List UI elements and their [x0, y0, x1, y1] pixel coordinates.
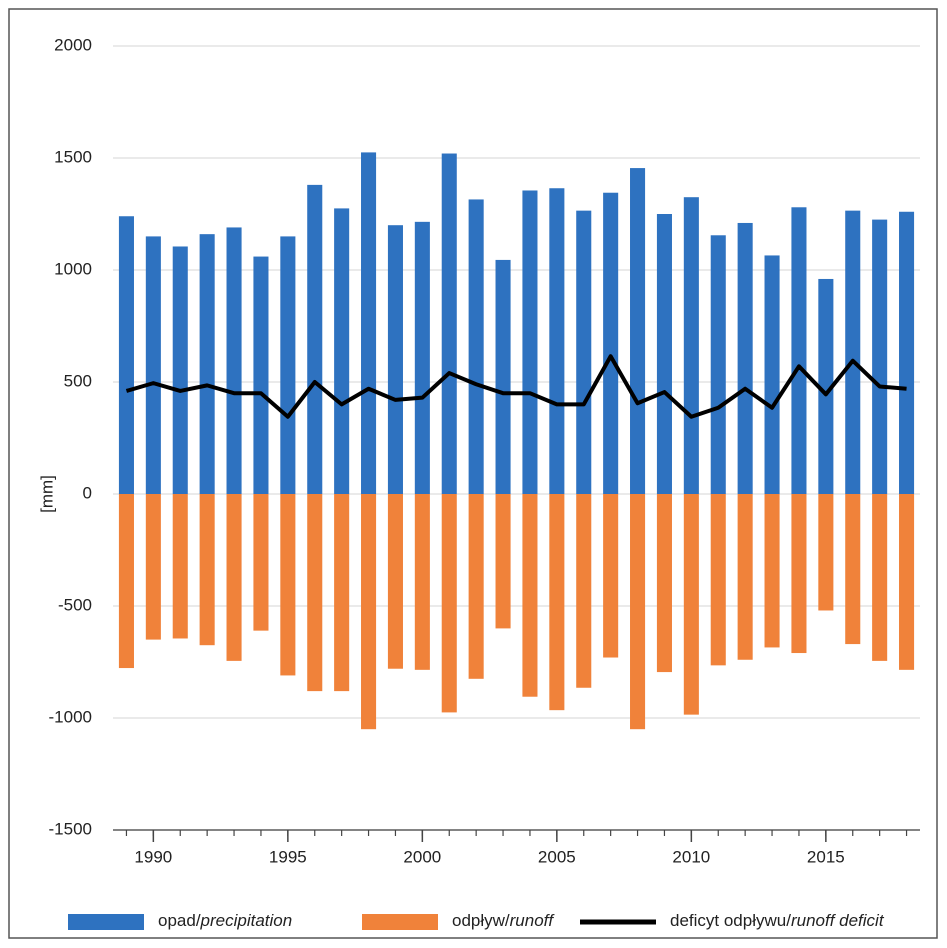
bar — [522, 494, 538, 697]
bar — [495, 494, 511, 629]
x-tick-label: 2000 — [403, 847, 441, 866]
bar — [441, 494, 457, 713]
y-tick-label: 2000 — [54, 35, 92, 54]
line — [125, 354, 907, 419]
bar — [334, 208, 350, 494]
bar — [253, 256, 269, 494]
y-tick-label: 0 — [83, 483, 92, 502]
y-tick-label: -1500 — [49, 819, 92, 838]
x-tick-label: 2005 — [538, 847, 576, 866]
bar — [549, 494, 565, 711]
y-tick-label: 1000 — [54, 259, 92, 278]
bar — [334, 494, 350, 692]
bar — [737, 222, 753, 494]
bar — [118, 494, 134, 669]
y-axis-label: [mm] — [37, 475, 56, 513]
bar — [710, 494, 726, 666]
y-tick-label: -1000 — [49, 707, 92, 726]
bar — [361, 152, 377, 494]
bar — [118, 216, 134, 495]
bar — [791, 494, 807, 654]
bar — [818, 494, 834, 611]
bar — [468, 199, 484, 494]
bar — [226, 494, 242, 661]
bar — [872, 494, 888, 661]
bar — [199, 494, 215, 646]
bar — [307, 494, 323, 692]
bar — [145, 494, 161, 640]
bar — [576, 494, 592, 688]
bar — [414, 221, 430, 494]
bar — [818, 278, 834, 494]
bar — [172, 246, 188, 494]
bar — [307, 184, 323, 494]
bar — [630, 494, 646, 730]
bar — [172, 494, 188, 639]
bar — [683, 494, 699, 715]
x-tick-label: 1995 — [269, 847, 307, 866]
bar — [845, 210, 861, 494]
bar — [145, 236, 161, 494]
bar — [226, 227, 242, 494]
legend-label: opad/precipitation — [158, 911, 292, 930]
legend-swatch — [68, 914, 144, 930]
bar — [899, 211, 915, 494]
y-tick-label: 1500 — [54, 147, 92, 166]
legend-swatch — [362, 914, 438, 930]
legend-label: deficyt odpływu/runoff deficit — [670, 911, 885, 930]
bar — [549, 188, 565, 495]
bar — [253, 494, 269, 631]
bar — [737, 494, 753, 660]
bar — [603, 494, 619, 658]
bar — [522, 190, 538, 495]
bar — [656, 494, 672, 673]
x-tick-label: 2015 — [807, 847, 845, 866]
bar — [710, 235, 726, 494]
bar — [764, 494, 780, 648]
y-tick-label: -500 — [58, 595, 92, 614]
y-tick-label: 500 — [64, 371, 92, 390]
legend-label: odpływ/runoff — [452, 911, 555, 930]
bar — [387, 494, 403, 669]
x-tick-label: 2010 — [672, 847, 710, 866]
bar — [656, 214, 672, 494]
bar — [468, 494, 484, 679]
legend-swatch — [580, 919, 656, 925]
bar — [872, 219, 888, 494]
bar — [764, 255, 780, 494]
bar — [576, 210, 592, 494]
x-tick-label: 1990 — [134, 847, 172, 866]
bar — [441, 153, 457, 494]
bar — [791, 207, 807, 494]
bar — [280, 236, 296, 494]
bar — [387, 225, 403, 494]
bar — [899, 494, 915, 670]
bar — [630, 168, 646, 494]
bar — [603, 192, 619, 494]
bar — [414, 494, 430, 670]
bar — [280, 494, 296, 676]
bar — [683, 197, 699, 494]
bar — [495, 259, 511, 494]
bar — [199, 234, 215, 494]
bar — [845, 494, 861, 645]
bar — [361, 494, 377, 730]
